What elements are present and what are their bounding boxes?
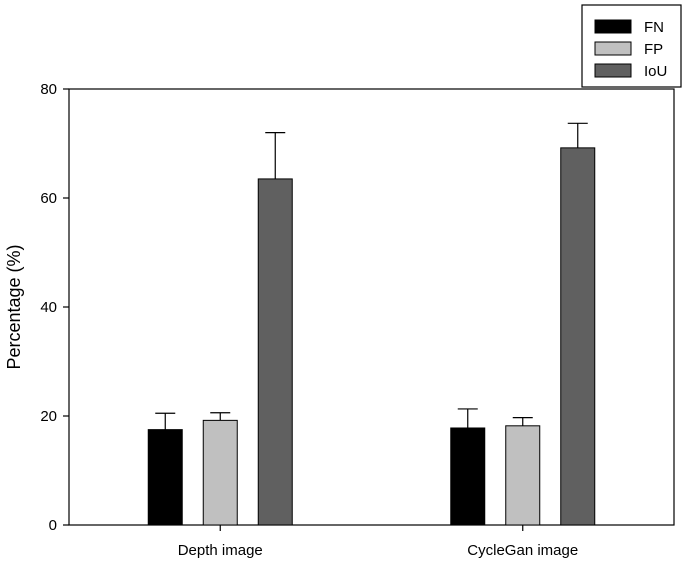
bar-fn-1: [450, 427, 486, 526]
y-tick-label-80: 80: [40, 81, 57, 98]
bar-iou-0: [257, 178, 293, 526]
x-category-label: CycleGan image: [467, 542, 578, 559]
x-category-label: Depth image: [178, 542, 263, 559]
y-tick-label-60: 60: [40, 190, 57, 207]
bar-fp-0: [202, 419, 238, 526]
bar-iou-1: [560, 147, 596, 526]
bar-fp-1: [505, 425, 541, 526]
y-axis: 0 20 40 60 80: [40, 81, 69, 534]
y-tick-label-0: 0: [49, 517, 57, 534]
bar-fn-0: [147, 429, 183, 526]
y-tick-label-20: 20: [40, 408, 57, 425]
legend-label-fp: FP: [644, 41, 663, 58]
legend-label-fn: FN: [644, 19, 664, 36]
legend-swatch-fp: [594, 41, 632, 56]
error-bars-group: [155, 122, 588, 430]
legend-swatch-fn: [594, 19, 632, 34]
legend-label-iou: IoU: [644, 63, 667, 80]
legend-swatch-iou: [594, 63, 632, 78]
x-axis: Depth image CycleGan image: [178, 525, 578, 559]
legend: FN FP IoU: [581, 4, 682, 88]
y-tick-label-40: 40: [40, 299, 57, 316]
y-axis-title: Percentage (%): [4, 244, 24, 369]
bars-group: [147, 147, 596, 526]
